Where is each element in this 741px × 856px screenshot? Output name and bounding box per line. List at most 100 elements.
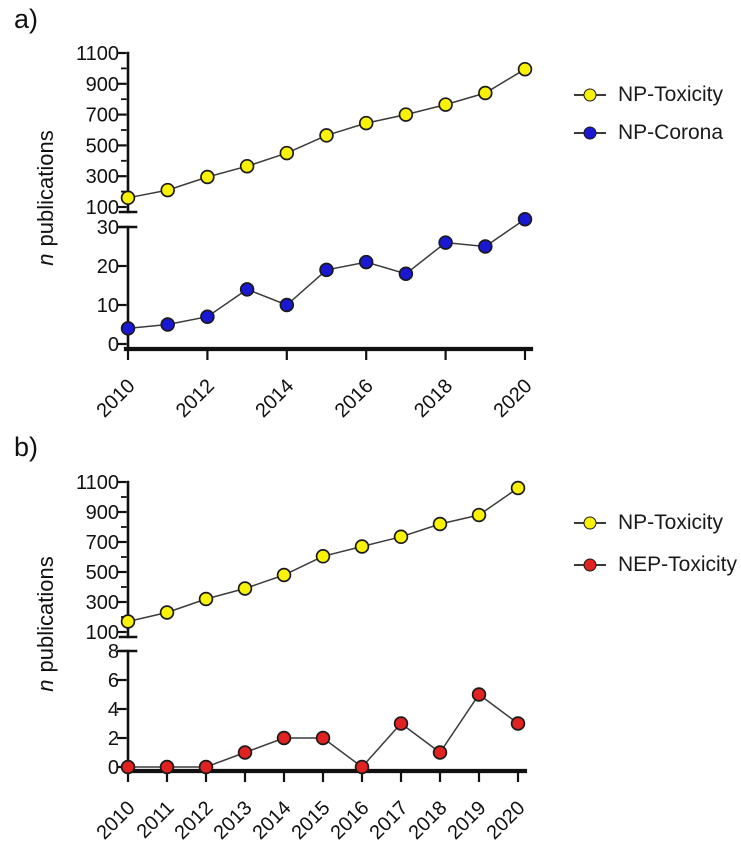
x-tick-label: 2018 xyxy=(405,797,452,844)
panel-b-label: b) xyxy=(14,432,39,462)
data-point-NP-Toxicity-2014 xyxy=(276,567,292,583)
y-tick-label: 100 xyxy=(86,197,119,219)
legend-label: NP-Toxicity xyxy=(618,83,724,106)
data-point-NP-Corona-2017 xyxy=(398,266,414,282)
data-point-NEP-Toxicity-2015 xyxy=(315,730,331,746)
legend-label: NP-Corona xyxy=(618,121,724,144)
data-point-NEP-Toxicity-2016 xyxy=(354,759,370,775)
data-point-NEP-Toxicity-2013 xyxy=(237,745,253,760)
legend-item-np-toxicity: NP-Toxicity xyxy=(574,82,723,108)
data-point-NP-Toxicity-2010 xyxy=(120,190,136,206)
x-tick-label: 2013 xyxy=(210,797,257,844)
x-tick-label: 2017 xyxy=(366,797,413,844)
legend-item-np-corona: NP-Corona xyxy=(574,120,723,146)
y-tick-label: 500 xyxy=(86,135,119,157)
data-point-NP-Corona-2020 xyxy=(517,211,533,227)
data-point-NP-Toxicity-2014 xyxy=(279,145,295,161)
legend-label: NP-Toxicity xyxy=(618,511,724,534)
data-point-NEP-Toxicity-2014 xyxy=(276,730,292,746)
data-point-NEP-Toxicity-2020 xyxy=(510,716,526,731)
y-tick-label: 10 xyxy=(97,295,119,317)
data-point-NP-Corona-2016 xyxy=(358,254,374,270)
data-point-NEP-Toxicity-2017 xyxy=(393,716,409,731)
y-tick-label: 1100 xyxy=(76,472,119,494)
y-tick-label: 0 xyxy=(108,334,119,356)
data-point-NP-Toxicity-2017 xyxy=(398,107,414,122)
y-tick-label: 6 xyxy=(108,670,119,692)
data-point-NP-Corona-2013 xyxy=(239,282,255,297)
x-tick-label: 2020 xyxy=(483,797,530,844)
data-point-NP-Toxicity-2017 xyxy=(393,529,409,545)
y-tick-label: 900 xyxy=(86,74,119,96)
data-point-NP-Toxicity-2011 xyxy=(160,182,175,198)
data-point-NP-Corona-2011 xyxy=(160,317,175,332)
y-tick-label: 500 xyxy=(86,562,119,584)
y-tick-label: 30 xyxy=(97,217,119,239)
data-point-NP-Toxicity-2012 xyxy=(200,169,215,185)
data-point-NEP-Toxicity-2019 xyxy=(471,687,487,702)
data-point-NP-Corona-2010 xyxy=(120,321,136,336)
data-point-NP-Toxicity-2012 xyxy=(198,591,214,607)
data-point-NP-Toxicity-2020 xyxy=(517,61,533,77)
data-point-NEP-Toxicity-2018 xyxy=(432,745,448,760)
legend-marker-icon xyxy=(574,126,606,140)
data-point-NP-Toxicity-2019 xyxy=(478,85,493,101)
data-point-NP-Corona-2015 xyxy=(319,262,334,278)
data-point-NP-Toxicity-2013 xyxy=(237,581,253,596)
legend-marker-icon xyxy=(574,558,606,572)
data-point-NP-Corona-2014 xyxy=(279,297,295,313)
legend-label: NEP-Toxicity xyxy=(618,553,738,576)
data-point-NP-Corona-2018 xyxy=(438,235,453,250)
y-tick-label: 700 xyxy=(86,532,119,554)
y-tick-label: 20 xyxy=(97,256,119,278)
data-point-NP-Toxicity-2020 xyxy=(510,480,526,496)
legend-marker-icon xyxy=(574,88,606,102)
data-point-NP-Toxicity-2019 xyxy=(471,507,487,523)
x-tick-label: 2014 xyxy=(249,797,296,844)
x-tick-label: 2014 xyxy=(251,375,298,422)
data-point-NP-Toxicity-2018 xyxy=(438,97,453,112)
panel-a-legend: NP-Toxicity NP-Corona xyxy=(574,82,723,146)
data-point-NP-Toxicity-2015 xyxy=(315,549,331,564)
y-tick-label: 8 xyxy=(108,641,119,663)
x-tick-label: 2019 xyxy=(444,797,491,844)
data-point-NP-Toxicity-2010 xyxy=(120,614,136,629)
data-point-NP-Toxicity-2016 xyxy=(358,115,374,131)
legend-item-np-toxicity: NP-Toxicity xyxy=(574,510,737,536)
data-point-NP-Toxicity-2015 xyxy=(319,128,334,143)
legend-item-nep-toxicity: NEP-Toxicity xyxy=(574,552,737,578)
x-tick-label: 2010 xyxy=(93,797,140,844)
data-point-NP-Toxicity-2018 xyxy=(432,516,448,532)
x-tick-label: 2016 xyxy=(327,797,374,844)
x-tick-label: 2016 xyxy=(331,375,378,422)
y-tick-label: 2 xyxy=(108,728,119,750)
legend-marker-icon xyxy=(574,516,606,530)
y-tick-label: 0 xyxy=(108,757,119,779)
data-point-NEP-Toxicity-2012 xyxy=(198,759,214,775)
panel-b-legend: NP-Toxicity NEP-Toxicity xyxy=(574,510,737,578)
data-point-NP-Toxicity-2011 xyxy=(159,605,175,620)
data-point-NEP-Toxicity-2010 xyxy=(120,759,136,775)
data-point-NEP-Toxicity-2011 xyxy=(159,759,175,775)
x-tick-label: 2012 xyxy=(171,797,218,844)
x-tick-label: 2011 xyxy=(133,797,179,843)
data-point-NP-Toxicity-2013 xyxy=(239,158,255,174)
y-tick-label: 300 xyxy=(86,166,119,188)
x-tick-label: 2015 xyxy=(288,797,335,844)
panel-a-label: a) xyxy=(14,4,39,34)
y-tick-label: 900 xyxy=(86,502,119,524)
y-tick-label: 1100 xyxy=(76,43,119,65)
data-point-NP-Corona-2019 xyxy=(478,239,493,254)
x-tick-label: 2012 xyxy=(172,375,219,422)
y-tick-label: 100 xyxy=(86,622,119,644)
y-tick-label: 300 xyxy=(86,592,119,614)
x-tick-label: 2018 xyxy=(410,375,457,422)
y-tick-label: 4 xyxy=(108,699,119,721)
data-point-NP-Toxicity-2016 xyxy=(354,539,370,554)
x-tick-label: 2010 xyxy=(93,375,140,422)
y-tick-label: 700 xyxy=(86,105,119,127)
data-point-NP-Corona-2012 xyxy=(200,309,215,324)
